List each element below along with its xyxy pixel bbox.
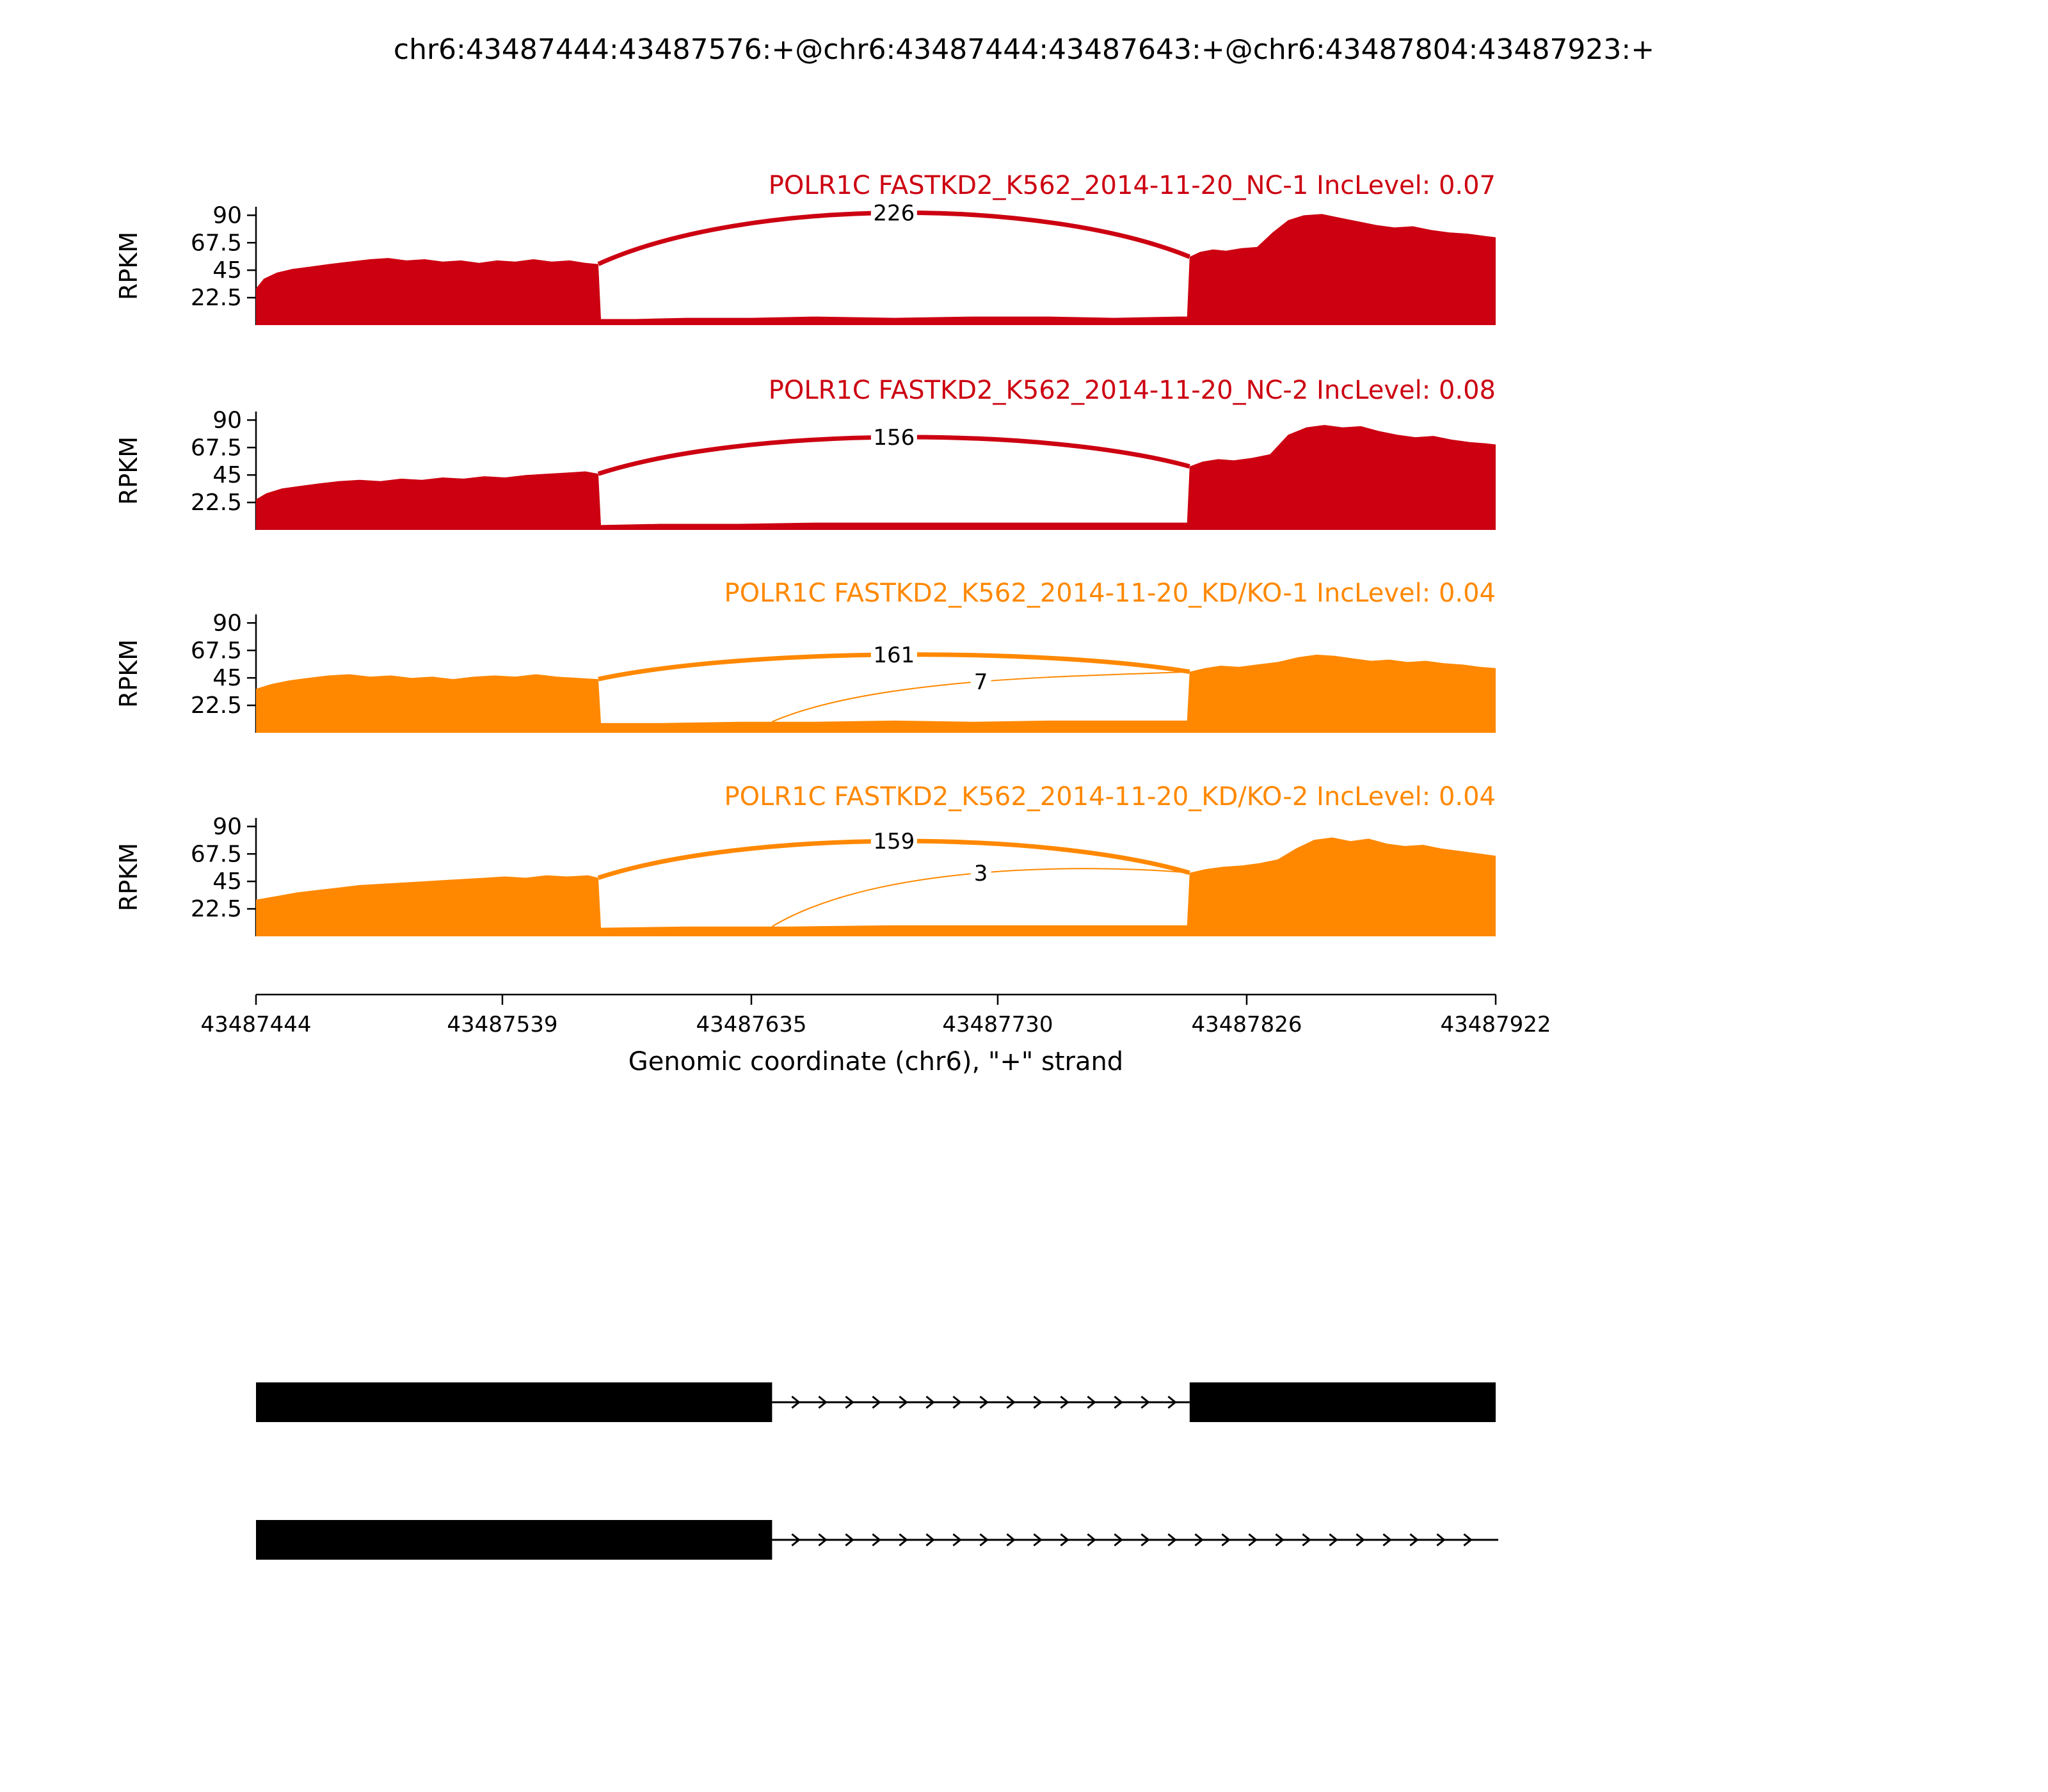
intron-arrow: [925, 1395, 935, 1409]
isoform-exon: [1189, 1382, 1496, 1422]
intron-arrow: [1140, 1395, 1150, 1409]
junction-count-bg: [970, 860, 991, 886]
intron-arrow: [1087, 1533, 1096, 1547]
intron-arrow: [1033, 1533, 1043, 1547]
y-tick-label: 90: [212, 610, 242, 636]
intron-arrow: [1167, 1533, 1177, 1547]
y-tick-label: 22.5: [191, 692, 242, 719]
junction-count-label: 159: [873, 829, 915, 854]
junction-count-label: 3: [974, 861, 988, 886]
y-tick-label: 22.5: [191, 490, 242, 516]
isoform-exon: [256, 1382, 772, 1422]
intron-arrow: [1006, 1533, 1016, 1547]
junction-count-bg: [870, 828, 917, 854]
x-tick-label: 43487444: [200, 1012, 311, 1037]
junction-count-label: 7: [974, 669, 988, 695]
intron-arrow: [818, 1395, 828, 1409]
intron-arrow: [952, 1533, 962, 1547]
y-tick-label: 67.5: [191, 435, 242, 461]
junction-count-label: 161: [873, 643, 915, 668]
intron-arrow: [952, 1395, 962, 1409]
junction-count-label: 156: [873, 425, 915, 451]
intron-arrow: [979, 1533, 989, 1547]
y-tick-label: 22.5: [191, 896, 242, 922]
plot-title: chr6:43487444:43487576:+@chr6:43487444:4…: [393, 33, 1655, 66]
intron-arrow: [1221, 1533, 1231, 1547]
y-tick-label: 90: [212, 202, 242, 228]
intron-arrow: [791, 1395, 801, 1409]
coverage-area-track1: [256, 425, 1496, 530]
y-axis-title-track3: RPKM: [115, 843, 143, 911]
x-tick-label: 43487922: [1440, 1012, 1551, 1037]
intron-arrow: [899, 1395, 908, 1409]
y-tick-label: 90: [212, 813, 242, 840]
intron-arrow: [899, 1533, 908, 1547]
intron-arrow: [845, 1395, 854, 1409]
intron-arrow: [1114, 1533, 1123, 1547]
coverage-area-track2: [256, 654, 1496, 733]
intron-arrow: [1033, 1395, 1043, 1409]
y-tick-label: 22.5: [191, 285, 242, 311]
track-title-kdko-2: POLR1C FASTKD2_K562_2014-11-20_KD/KO-2 I…: [724, 782, 1496, 812]
isoform-exon: [256, 1520, 772, 1560]
junction-count-bg: [870, 200, 917, 226]
junction-count-label: 226: [873, 201, 915, 227]
intron-arrow: [872, 1533, 881, 1547]
intron-arrow: [1248, 1533, 1258, 1547]
x-tick-label: 43487635: [696, 1012, 806, 1037]
intron-arrow: [925, 1533, 935, 1547]
intron-arrow: [1087, 1395, 1096, 1409]
intron-arrow: [791, 1533, 801, 1547]
coverage-area-track3: [256, 837, 1496, 936]
intron-arrow: [1114, 1395, 1123, 1409]
x-tick-label: 43487539: [447, 1012, 557, 1037]
y-tick-label: 90: [212, 407, 242, 433]
x-axis-label: Genomic coordinate (chr6), "+" strand: [628, 1047, 1124, 1076]
intron-arrow: [1194, 1533, 1204, 1547]
y-tick-label: 45: [212, 868, 242, 895]
y-tick-label: 45: [212, 665, 242, 691]
track-title-nc-1: POLR1C FASTKD2_K562_2014-11-20_NC-1 IncL…: [768, 171, 1496, 200]
junction-count-bg: [870, 424, 917, 451]
intron-arrow: [1302, 1533, 1311, 1547]
intron-arrow: [1329, 1533, 1338, 1547]
x-tick-label: 43487826: [1191, 1012, 1302, 1037]
y-axis-title-track0: RPKM: [115, 232, 143, 300]
junction-count-bg: [870, 641, 917, 668]
intron-arrow: [818, 1533, 828, 1547]
intron-arrow: [872, 1395, 881, 1409]
x-tick-label: 43487730: [942, 1012, 1053, 1037]
intron-arrow: [979, 1395, 989, 1409]
track-title-nc-2: POLR1C FASTKD2_K562_2014-11-20_NC-2 IncL…: [768, 376, 1496, 405]
y-tick-label: 67.5: [191, 637, 242, 664]
intron-arrow: [1356, 1533, 1365, 1547]
intron-arrow: [1275, 1533, 1284, 1547]
intron-arrow: [1463, 1533, 1473, 1547]
intron-arrow: [1167, 1395, 1177, 1409]
y-tick-label: 45: [212, 257, 242, 284]
intron-arrow: [845, 1533, 854, 1547]
intron-arrow: [1006, 1395, 1016, 1409]
y-axis-title-track2: RPKM: [115, 639, 143, 708]
coverage-area-track0: [256, 214, 1496, 325]
y-tick-label: 67.5: [191, 230, 242, 256]
track-title-kdko-1: POLR1C FASTKD2_K562_2014-11-20_KD/KO-1 I…: [724, 579, 1496, 608]
y-axis-title-track1: RPKM: [115, 436, 143, 505]
y-tick-label: 45: [212, 462, 242, 488]
intron-arrow: [1409, 1533, 1419, 1547]
y-tick-label: 67.5: [191, 841, 242, 867]
intron-arrow: [1140, 1533, 1150, 1547]
intron-arrow: [1060, 1533, 1069, 1547]
intron-arrow: [1060, 1395, 1069, 1409]
intron-arrow: [1436, 1533, 1446, 1547]
junction-count-bg: [970, 668, 991, 694]
intron-arrow: [1382, 1533, 1392, 1547]
